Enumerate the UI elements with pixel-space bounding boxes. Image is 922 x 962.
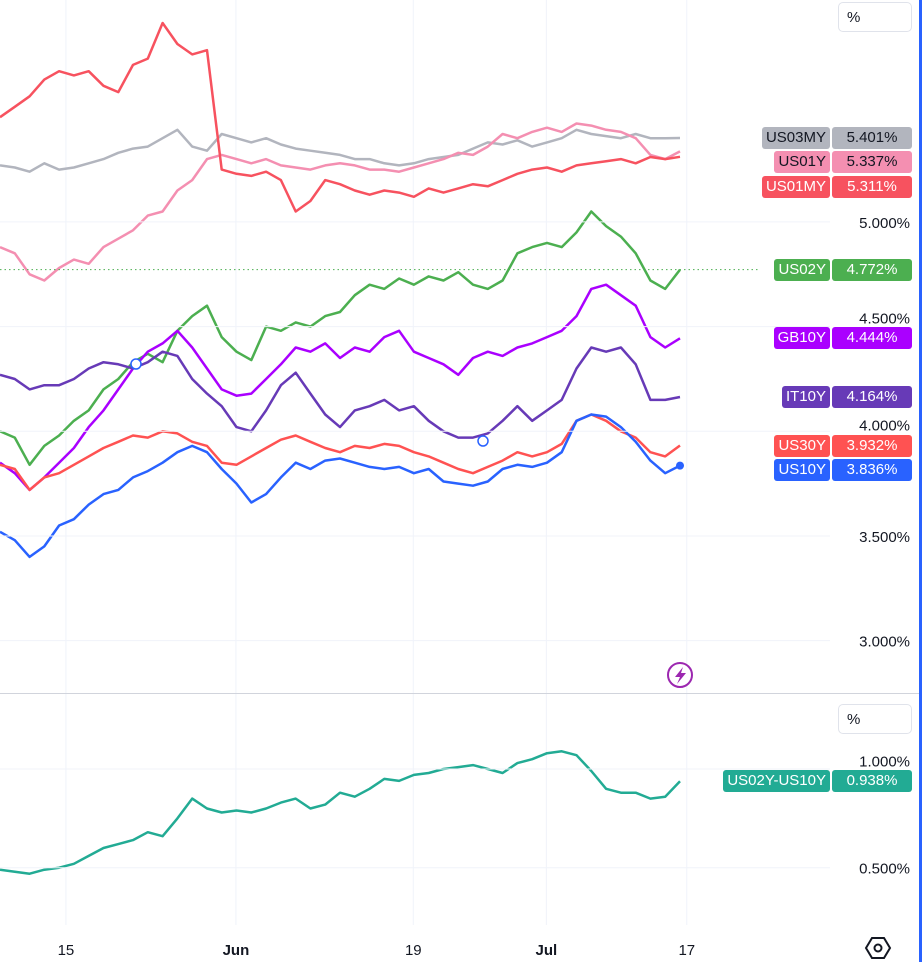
series-name-label: US02Y bbox=[774, 258, 830, 281]
series-last-value: 5.337% bbox=[832, 151, 912, 174]
series-last-value: 4.772% bbox=[832, 258, 912, 281]
price-tag-us01y: US01Y 5.337% bbox=[774, 151, 912, 174]
series-line-us01y bbox=[0, 122, 681, 282]
settings-hexagon-icon-center bbox=[873, 943, 883, 953]
last-point-dot bbox=[676, 461, 684, 470]
price-tag-us03my: US03MY 5.401% bbox=[761, 126, 912, 149]
series-last-value: 4.444% bbox=[832, 327, 912, 350]
series-name-label: US03MY bbox=[761, 126, 830, 149]
price-tag-us02y: US02Y 4.772% bbox=[774, 258, 912, 281]
series-last-value: 3.836% bbox=[832, 459, 912, 482]
series-last-value: 3.932% bbox=[832, 434, 912, 457]
series-name-label: US02Y-US10Y bbox=[723, 770, 830, 793]
series-name-label: US01Y bbox=[774, 151, 830, 174]
series-line-us01my bbox=[0, 21, 681, 213]
event-marker[interactable] bbox=[477, 435, 489, 447]
x-tick-label: 17 bbox=[678, 942, 695, 959]
event-marker[interactable] bbox=[130, 358, 142, 370]
price-tag-it10y: IT10Y 4.164% bbox=[781, 385, 912, 408]
series-line-it10y bbox=[0, 346, 681, 439]
focus-border bbox=[919, 0, 922, 962]
series-line-us02y-us10y bbox=[0, 750, 681, 875]
x-tick-label: 19 bbox=[405, 942, 422, 959]
price-tag-us30y: US30Y 3.932% bbox=[774, 434, 912, 457]
y-tick-label: 3.500% bbox=[859, 529, 910, 546]
series-name-label: IT10Y bbox=[781, 385, 830, 408]
series-line-us30y bbox=[0, 413, 681, 492]
series-line-gb10y bbox=[0, 283, 681, 492]
series-line-us10y bbox=[0, 413, 681, 559]
y-tick-label: 5.000% bbox=[859, 215, 910, 232]
x-tick-label: Jun bbox=[223, 942, 250, 959]
lightning-icon-glyph bbox=[675, 667, 686, 684]
price-tag-us10y: US10Y 3.836% bbox=[774, 459, 912, 482]
y-tick-label: 1.000% bbox=[859, 753, 910, 770]
x-tick-label: Jul bbox=[536, 942, 558, 959]
price-tag-us01my: US01MY 5.311% bbox=[761, 175, 912, 198]
x-tick-label: 15 bbox=[58, 942, 75, 959]
series-line-us03my bbox=[0, 128, 681, 173]
series-name-label: US30Y bbox=[774, 434, 830, 457]
y-tick-label: 0.500% bbox=[859, 861, 910, 878]
settings-hexagon-icon[interactable] bbox=[864, 937, 892, 959]
series-last-value: 5.311% bbox=[832, 175, 912, 198]
series-name-label: US10Y bbox=[774, 459, 830, 482]
price-tag-us02y-us10y: US02Y-US10Y 0.938% bbox=[723, 770, 912, 793]
series-name-label: US01MY bbox=[761, 175, 830, 198]
series-name-label: GB10Y bbox=[773, 327, 830, 350]
series-line-us02y bbox=[0, 210, 681, 467]
y-tick-label: 3.000% bbox=[859, 634, 910, 651]
y-tick-label: 4.000% bbox=[859, 418, 910, 435]
series-last-value: 4.164% bbox=[832, 385, 912, 408]
y-tick-label: 4.500% bbox=[859, 310, 910, 327]
spread-scale-unit-button[interactable]: % bbox=[838, 704, 912, 734]
series-last-value: 5.401% bbox=[832, 126, 912, 149]
price-tag-gb10y: GB10Y 4.444% bbox=[773, 327, 912, 350]
main-scale-unit-button[interactable]: % bbox=[838, 2, 912, 32]
series-last-value: 0.938% bbox=[832, 770, 912, 793]
